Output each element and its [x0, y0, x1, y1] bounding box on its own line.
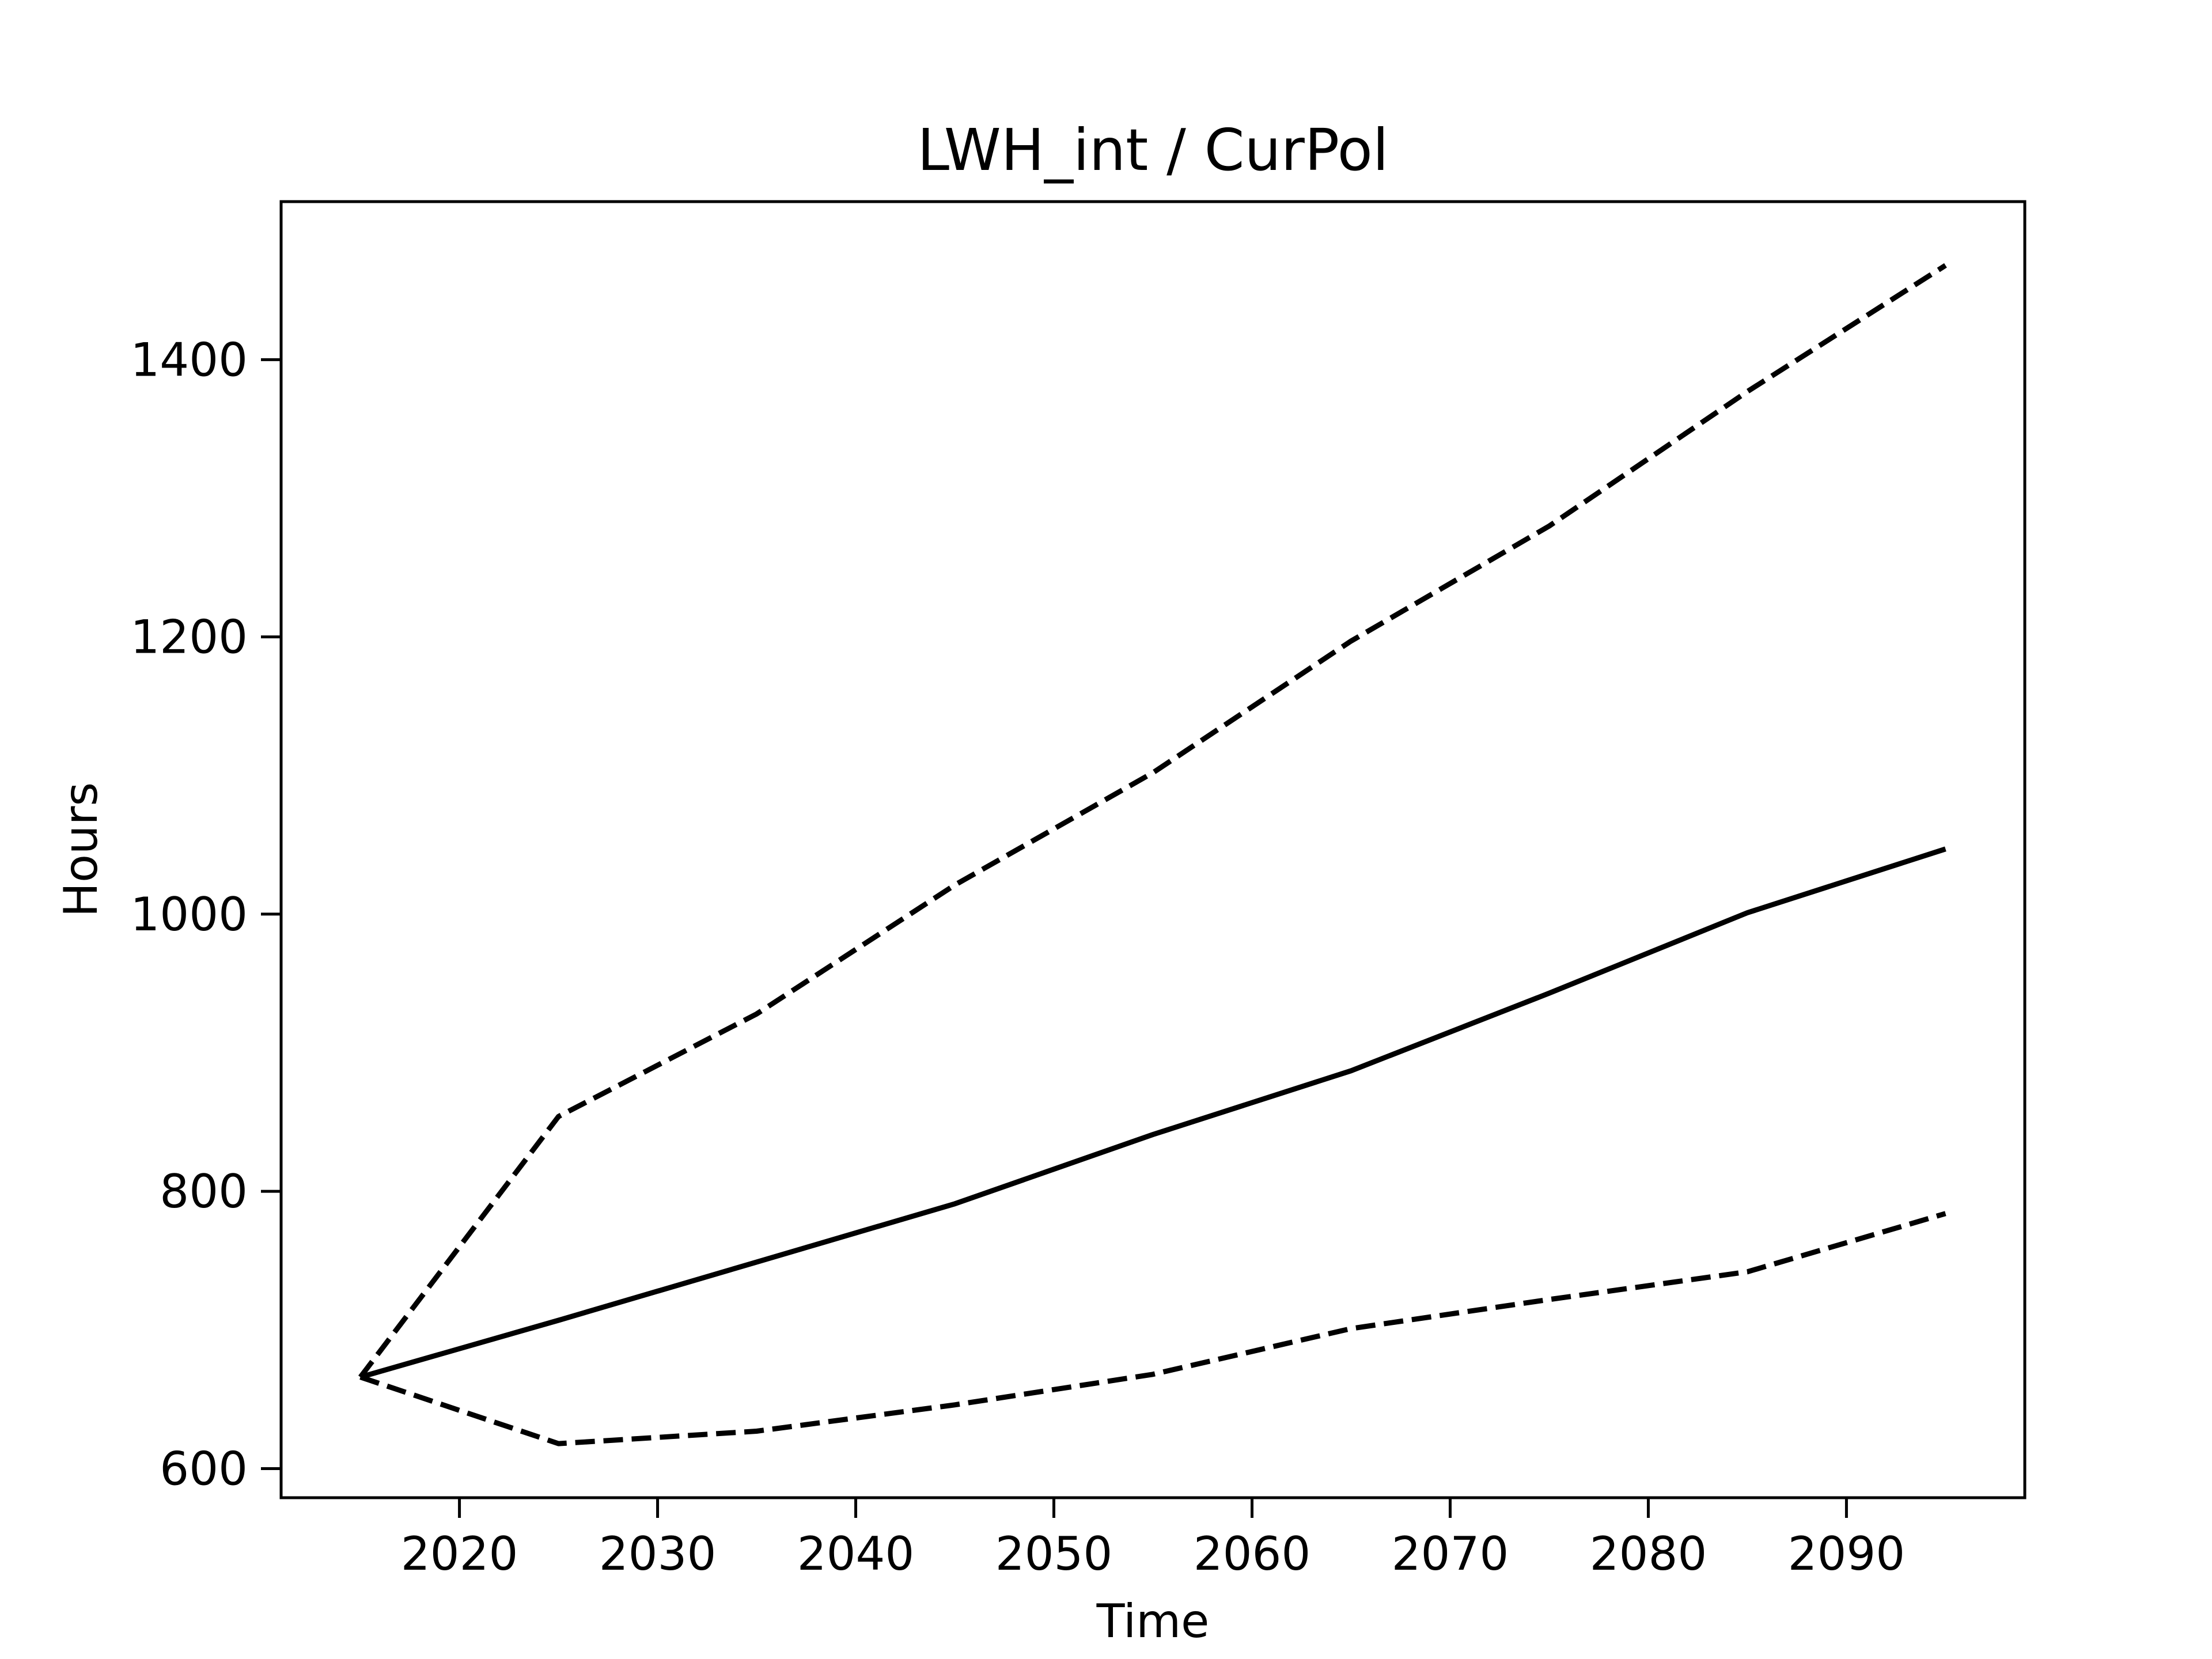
series-line-0	[359, 846, 1946, 1380]
y-axis: 600 800 1000 1200 1400	[130, 333, 281, 1495]
y-axis-label: Hours	[54, 782, 108, 917]
x-tick-label-2060: 2060	[1194, 1527, 1311, 1581]
series-line-1	[358, 263, 1947, 1379]
x-tick-label-2080: 2080	[1590, 1527, 1707, 1581]
series-line-2	[359, 1211, 1946, 1446]
x-tick-label-2020: 2020	[401, 1527, 518, 1581]
x-tick-label-2090: 2090	[1788, 1527, 1906, 1581]
x-axis-label: Time	[1096, 1594, 1210, 1648]
y-tick-label-600: 600	[160, 1442, 248, 1495]
plot-frame	[279, 200, 2027, 1499]
x-tick-label-2070: 2070	[1392, 1527, 1509, 1581]
series-layer	[358, 263, 1947, 1446]
x-tick-label-2040: 2040	[797, 1527, 915, 1581]
x-tick-label-2050: 2050	[995, 1527, 1113, 1581]
y-tick-label-800: 800	[160, 1165, 248, 1218]
chart-title: LWH_int / CurPol	[917, 116, 1388, 184]
y-tick-label-1400: 1400	[130, 333, 248, 387]
y-tick-label-1200: 1200	[130, 611, 248, 664]
x-axis: 2020 2030 2040 2050 2060 2070 2080 2090	[401, 1498, 1905, 1581]
y-tick-label-1000: 1000	[130, 888, 248, 941]
x-tick-label-2030: 2030	[599, 1527, 717, 1581]
